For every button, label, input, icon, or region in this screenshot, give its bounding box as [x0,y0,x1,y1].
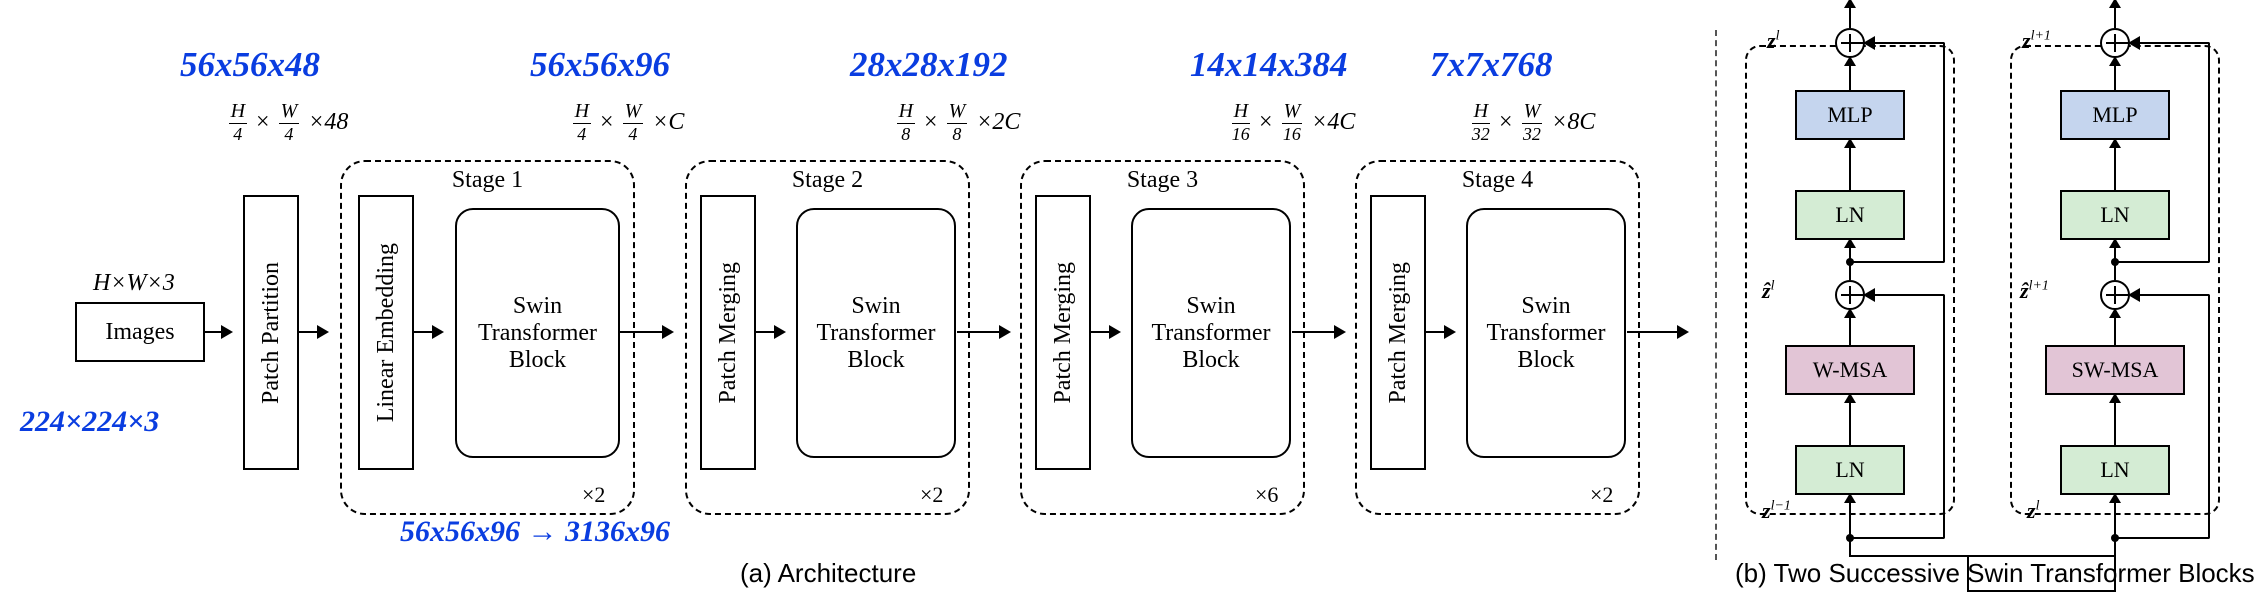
arrow-3 [620,331,672,333]
patch-merging-2-label: Patch Merging [715,262,742,404]
dim-label-0: H4 × W4 ×48 [200,100,380,145]
patch-merging-4: Patch Merging [1370,195,1426,470]
stage-2-title: Stage 2 [687,167,968,194]
images-box: Images [75,302,205,362]
hand-d4: 7x7x768 [1430,45,1553,85]
dim-label-1: H4 × W4 ×C [540,100,720,145]
tr-a-out [2114,0,2116,28]
z-l-top: zl [1767,28,1779,54]
stage-2-mult: ×2 [920,482,943,508]
tl-skip1-head [1865,294,1866,296]
arrow-8 [1426,331,1454,333]
tl-skip1 [1850,294,1945,539]
stage-4-mult: ×2 [1590,482,1613,508]
stage-3-mult: ×6 [1255,482,1278,508]
stage-4-title: Stage 4 [1357,167,1638,194]
caption-a: (a) Architecture [740,558,916,589]
patch-merging-4-label: Patch Merging [1385,262,1412,404]
zh-l: ẑl [1762,278,1774,304]
stage-1-mult: ×2 [582,482,605,508]
arrow-4 [756,331,784,333]
swin-block-1-label: Swin Transformer Block [478,293,597,374]
zh-l1: ẑl+1 [2020,278,2049,304]
dim-label-2: H8 × W8 ×2C [870,100,1050,145]
tr-skip1 [2115,294,2210,539]
tl-skip2-head [1865,42,1866,44]
dim-label-3: H16 × W16 ×4C [1200,100,1390,145]
patch-merging-3-label: Patch Merging [1050,262,1077,404]
patch-merging-3: Patch Merging [1035,195,1091,470]
hand-d0: 56x56x48 [180,45,320,85]
arrow-2 [414,331,442,333]
patch-partition-box: Patch Partition [243,195,299,470]
section-divider [1715,30,1717,560]
patch-merging-2: Patch Merging [700,195,756,470]
swin-block-4: Swin Transformer Block [1466,208,1626,458]
arrow-1 [299,331,327,333]
hand-bottom: 56x56x96 → 3136x96 [400,515,670,549]
swin-block-3-label: Swin Transformer Block [1151,293,1270,374]
images-label: Images [105,319,174,346]
tr-skip2 [2115,42,2210,263]
caption-b: (b) Two Successive Swin Transformer Bloc… [1735,558,2255,589]
tl-skip2 [1850,42,1945,263]
tr-skip2-head [2130,42,2131,44]
arrow-0 [205,331,231,333]
diagram-canvas: H×W×3 Images 224×224×3 Patch Partition H… [0,0,2259,606]
arrow-7 [1292,331,1344,333]
hand-input: 224×224×3 [20,405,159,439]
z-l-bottom: zl [2027,498,2039,524]
input-dims: H×W×3 [93,270,175,297]
arrow-6 [1091,331,1119,333]
dim-label-4: H32 × W32 ×8C [1440,100,1630,145]
z-lm1: zl−1 [1762,498,1791,524]
linear-embedding-box: Linear Embedding [358,195,414,470]
arrow-5 [957,331,1009,333]
hand-d2: 28x28x192 [850,45,1008,85]
hand-d3: 14x14x384 [1190,45,1348,85]
swin-block-2: Swin Transformer Block [796,208,956,458]
swin-block-4-label: Swin Transformer Block [1486,293,1605,374]
z-l1: zl+1 [2022,28,2051,54]
tr-skip1-head [2130,294,2131,296]
arrow-out [1627,331,1687,333]
tl-a-out [1849,0,1851,28]
swin-block-3: Swin Transformer Block [1131,208,1291,458]
stage-1-title: Stage 1 [342,167,633,194]
hand-d1: 56x56x96 [530,45,670,85]
swin-block-1: Swin Transformer Block [455,208,620,458]
swin-block-2-label: Swin Transformer Block [816,293,935,374]
patch-partition-label: Patch Partition [258,262,285,404]
linear-embedding-label: Linear Embedding [373,243,400,422]
stage-3-title: Stage 3 [1022,167,1303,194]
